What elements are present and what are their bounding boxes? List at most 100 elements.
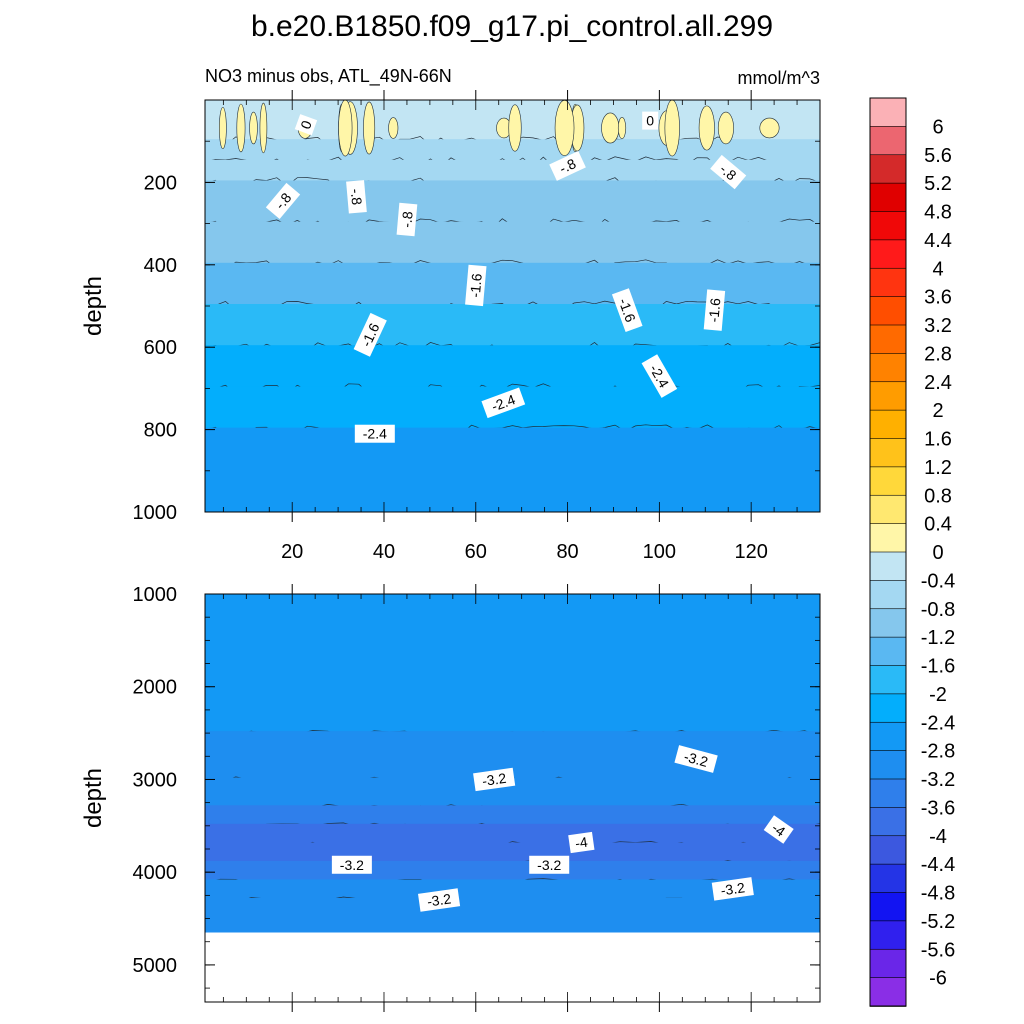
positive-anomaly-patch — [508, 104, 522, 152]
subtitle-left: NO3 minus obs, ATL_49N-66N — [205, 66, 452, 87]
figure-title: b.e20.B1850.f09_g17.pi_control.all.299 — [251, 10, 773, 43]
contour-label: -3.2 — [473, 767, 516, 792]
contour-label-box — [465, 264, 487, 307]
colorbar-label: 3.6 — [924, 287, 952, 309]
colorbar-label: 2.8 — [924, 343, 952, 365]
colorbar-swatch — [869, 126, 907, 156]
colorbar-label: -1.6 — [921, 656, 955, 678]
positive-anomaly-patch — [717, 111, 734, 145]
contour-label-box — [473, 767, 516, 792]
y-tick-label: 600 — [144, 337, 177, 359]
colorbar-label: -3.6 — [921, 797, 955, 819]
contour-band — [205, 304, 820, 350]
contour-band — [205, 594, 820, 736]
contour-label-box — [353, 312, 387, 357]
contour-label-box — [354, 424, 395, 443]
contour-label: -4 — [568, 831, 595, 854]
contour-label-box — [568, 831, 595, 854]
contour-label-box — [642, 111, 659, 130]
contour-label-box — [418, 888, 461, 912]
colorbar-swatch — [869, 97, 907, 128]
colorbar-swatch — [869, 608, 907, 638]
subtitle-right: mmol/m^3 — [738, 68, 820, 88]
colorbar-label: -2.8 — [921, 741, 955, 763]
contour-label: -.8 — [549, 151, 586, 181]
contour-label: -1.6 — [611, 288, 643, 332]
colorbar-label: 6 — [932, 116, 943, 138]
x-tick-label: 80 — [556, 541, 578, 563]
contour-label-text: -1.6 — [467, 272, 485, 298]
colorbar-swatch — [869, 523, 907, 553]
contour-label: -4 — [763, 815, 794, 844]
lower-contour-panel: 1000 2000 3000 4000 5000 depth -3.2 -3.2 -4 -4 -3.… — [80, 584, 821, 1012]
colorbar-label: -0.8 — [921, 599, 955, 621]
y-tick-label: 400 — [144, 255, 177, 277]
positive-anomaly-patch — [759, 117, 780, 139]
contour-label-box — [529, 855, 570, 874]
plot-frame — [204, 593, 821, 1003]
contour-label-text: -1.6 — [616, 296, 639, 324]
contour-label: -1.6 — [703, 289, 726, 331]
positive-anomaly-patch — [554, 100, 575, 156]
colorbar-swatch — [869, 580, 907, 610]
contour-label-box — [641, 354, 678, 398]
colorbar-swatch — [869, 296, 907, 326]
contour-label-box — [331, 855, 372, 874]
x-tick-label: 20 — [281, 541, 303, 563]
contour-label: -3.2 — [711, 877, 754, 901]
positive-anomaly-patch — [664, 100, 680, 157]
colorbar-label: -4.4 — [921, 854, 955, 876]
contour-label-text: -3.2 — [426, 890, 452, 909]
contour-label-text: -.8 — [398, 210, 415, 228]
contour-label-box — [711, 877, 754, 901]
contour-label: -.8 — [710, 154, 747, 190]
colorbar-label: 1.2 — [924, 457, 952, 479]
colorbar-swatch — [869, 438, 907, 468]
contour-label: -.8 — [265, 182, 301, 219]
contour-label-text: -3.2 — [481, 770, 507, 789]
colorbar-swatch — [869, 721, 907, 752]
colorbar-label: -2.4 — [921, 712, 955, 734]
colorbar-swatch — [869, 807, 907, 837]
colorbar-swatch — [869, 154, 907, 184]
colorbar-swatch — [869, 750, 907, 780]
contour-label-box — [396, 202, 418, 237]
colorbar-label: -2 — [929, 684, 947, 706]
contour-label-text: -3.2 — [537, 857, 561, 873]
contour-label: -.8 — [396, 202, 418, 237]
colorbar-swatch — [869, 665, 907, 695]
colorbar-label: 3.2 — [924, 315, 952, 337]
colorbar-swatch — [869, 778, 907, 809]
contour-label-box — [294, 114, 318, 136]
colorbar-swatch — [869, 182, 907, 213]
colorbar-swatch — [869, 863, 907, 894]
colorbar-label: -4 — [929, 826, 947, 848]
contour-band — [205, 823, 820, 847]
y-axis-label: depth — [80, 768, 107, 828]
contour-label-text: -4 — [574, 834, 589, 852]
y-tick-label: 5000 — [133, 955, 178, 977]
positive-anomaly-patch — [249, 111, 258, 145]
colorbar-swatch — [869, 267, 907, 298]
y-tick-label: 4000 — [133, 862, 178, 884]
x-tick-label: 120 — [734, 541, 767, 563]
colorbar-label: 2.4 — [924, 372, 952, 394]
contour-band — [205, 879, 820, 902]
positive-anomaly-patch — [601, 112, 620, 144]
colorbar-swatch — [869, 920, 907, 951]
colorbar-label: -4.8 — [921, 883, 955, 905]
positive-anomaly-patch — [236, 103, 246, 153]
colorbar-label: 1.6 — [924, 429, 952, 451]
contour-band — [205, 180, 820, 226]
colorbar-label: -5.6 — [921, 939, 955, 961]
contour-band — [205, 805, 820, 828]
upper-contour-panel: 200 400 600 800 1000 20 40 60 80 100 120 depth 0 0 -.8… — [80, 90, 821, 563]
colorbar-swatch — [869, 353, 907, 383]
colorbar-swatch — [869, 948, 907, 979]
contour-label-box — [703, 289, 726, 331]
y-tick-label: 1000 — [133, 502, 178, 524]
contour-label-text: -.8 — [348, 188, 365, 206]
contour-label: -2.4 — [354, 424, 395, 443]
colorbar-label: -6 — [929, 968, 947, 990]
